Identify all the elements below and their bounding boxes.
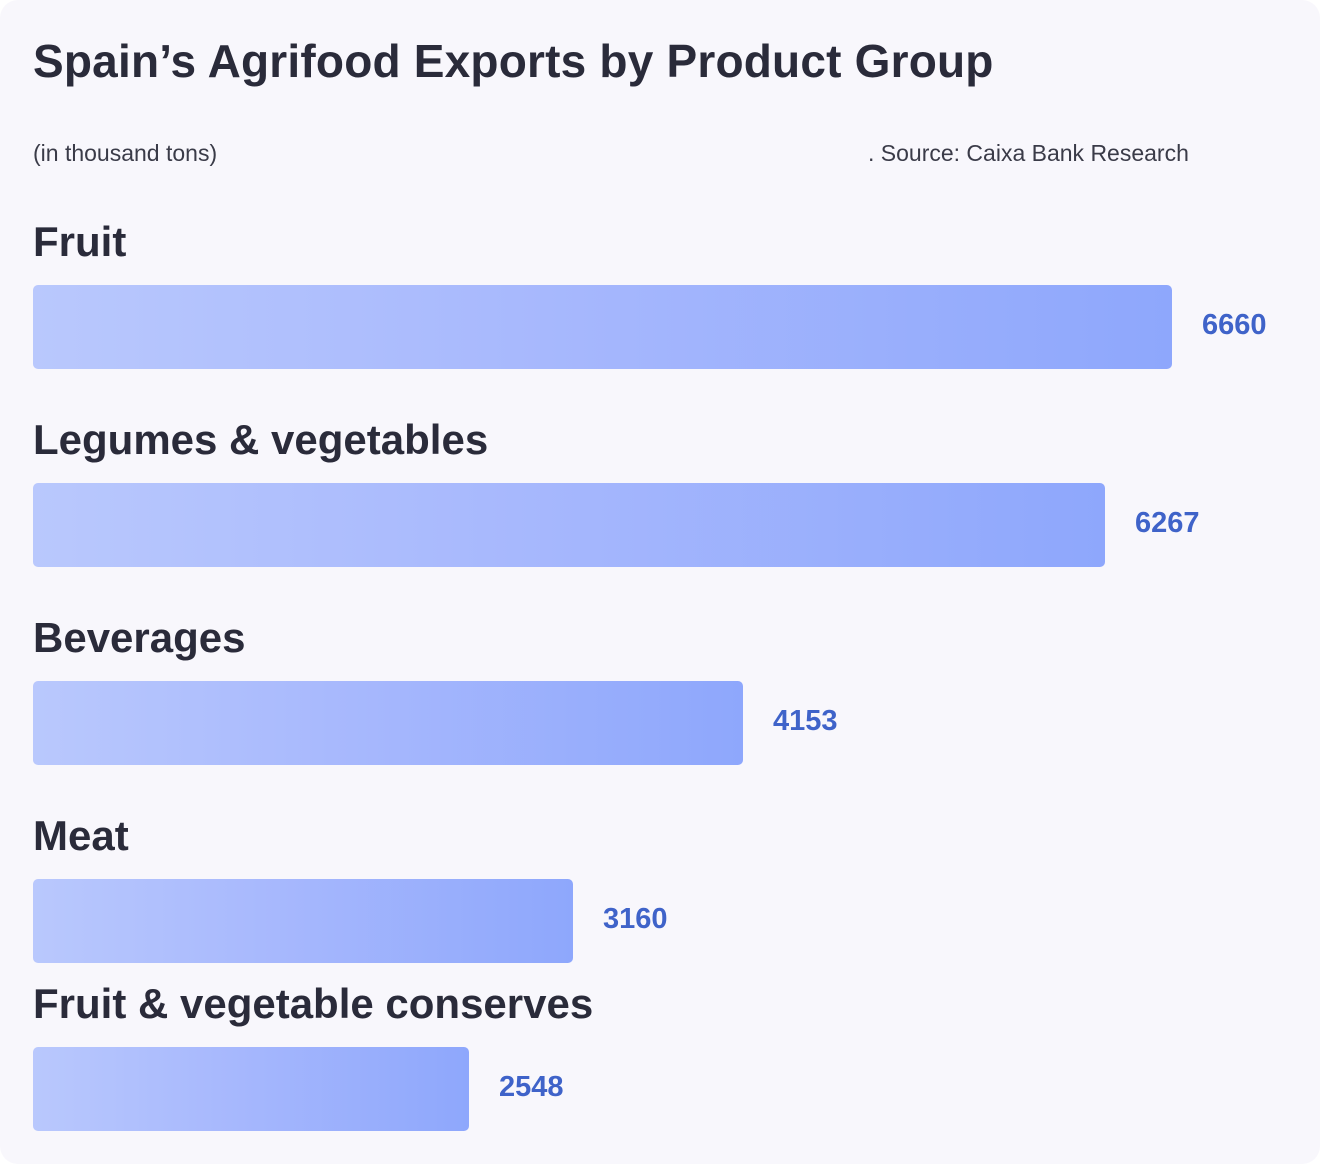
bar <box>33 681 743 765</box>
bar-value-label: 3160 <box>603 903 668 935</box>
category-label: Legumes & vegetables <box>33 416 489 463</box>
bar <box>33 483 1105 567</box>
category-label: Fruit & vegetable conserves <box>33 980 594 1027</box>
category-label: Meat <box>33 812 129 859</box>
bar <box>33 879 573 963</box>
bar <box>33 285 1172 369</box>
category-label: Fruit <box>33 218 127 265</box>
bar-value-label: 2548 <box>499 1071 564 1103</box>
bar-value-label: 6267 <box>1135 507 1200 539</box>
chart-source: . Source: Caixa Bank Research <box>868 140 1189 166</box>
bar <box>33 1047 469 1131</box>
bar-value-label: 6660 <box>1202 309 1267 341</box>
category-label: Beverages <box>33 614 246 661</box>
chart-subtitle: (in thousand tons) <box>33 140 218 166</box>
chart-title: Spain’s Agrifood Exports by Product Grou… <box>33 35 994 87</box>
bar-value-label: 4153 <box>773 705 838 737</box>
